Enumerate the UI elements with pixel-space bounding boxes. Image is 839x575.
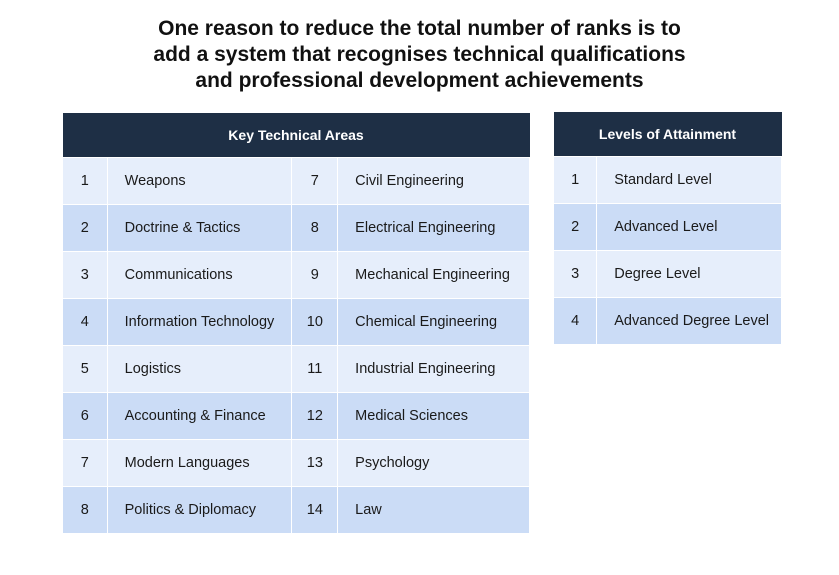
table-row: 1 Standard Level	[552, 156, 782, 204]
area-number: 3	[62, 251, 108, 299]
area-number: 10	[291, 298, 339, 346]
area-name: Weapons	[106, 157, 293, 205]
levels-of-attainment-header: Levels of Attainment	[553, 112, 782, 157]
key-technical-areas-header: Key Technical Areas	[62, 113, 530, 158]
area-name: Logistics	[106, 345, 293, 393]
table-row: 6 Accounting & Finance 12 Medical Scienc…	[62, 392, 530, 440]
area-name: Mechanical Engineering	[337, 251, 530, 299]
area-number: 11	[291, 345, 339, 393]
level-number: 1	[552, 156, 598, 204]
area-name: Modern Languages	[106, 439, 293, 487]
area-number: 8	[62, 486, 108, 534]
area-name: Politics & Diplomacy	[106, 486, 293, 534]
area-name: Electrical Engineering	[337, 204, 530, 252]
table-row: 8 Politics & Diplomacy 14 Law	[62, 486, 530, 534]
area-number: 1	[62, 157, 108, 205]
area-number: 8	[291, 204, 339, 252]
area-name: Communications	[106, 251, 293, 299]
area-number: 2	[62, 204, 108, 252]
area-number: 5	[62, 345, 108, 393]
table-row: 3 Degree Level	[552, 250, 782, 298]
level-name: Advanced Level	[596, 203, 782, 251]
levels-of-attainment-table: Levels of Attainment 1 Standard Level 2 …	[552, 112, 782, 345]
table-row: 2 Doctrine & Tactics 8 Electrical Engine…	[62, 204, 530, 252]
title-line: and professional development achievement…	[195, 69, 644, 92]
area-number: 4	[62, 298, 108, 346]
level-name: Degree Level	[596, 250, 782, 298]
area-number: 9	[291, 251, 339, 299]
key-technical-areas-table: Key Technical Areas 1 Weapons 7 Civil En…	[62, 113, 530, 534]
area-name: Industrial Engineering	[337, 345, 530, 393]
area-name: Information Technology	[106, 298, 293, 346]
level-number: 2	[552, 203, 598, 251]
area-name: Medical Sciences	[337, 392, 530, 440]
table-row: 2 Advanced Level	[552, 203, 782, 251]
title-line: add a system that recognises technical q…	[153, 43, 686, 66]
table-row: 4 Advanced Degree Level	[552, 297, 782, 345]
table-row: 5 Logistics 11 Industrial Engineering	[62, 345, 530, 393]
page-title: One reason to reduce the total number of…	[0, 16, 839, 94]
area-number: 13	[291, 439, 339, 487]
area-number: 14	[291, 486, 339, 534]
area-number: 6	[62, 392, 108, 440]
table-row: 4 Information Technology 10 Chemical Eng…	[62, 298, 530, 346]
area-name: Civil Engineering	[337, 157, 530, 205]
area-name: Chemical Engineering	[337, 298, 530, 346]
area-name: Accounting & Finance	[106, 392, 293, 440]
level-name: Advanced Degree Level	[596, 297, 782, 345]
area-name: Law	[337, 486, 530, 534]
area-number: 7	[291, 157, 339, 205]
area-name: Doctrine & Tactics	[106, 204, 293, 252]
level-name: Standard Level	[596, 156, 782, 204]
table-row: 1 Weapons 7 Civil Engineering	[62, 157, 530, 205]
table-row: 7 Modern Languages 13 Psychology	[62, 439, 530, 487]
table-row: 3 Communications 9 Mechanical Engineerin…	[62, 251, 530, 299]
level-number: 4	[552, 297, 598, 345]
area-number: 7	[62, 439, 108, 487]
level-number: 3	[552, 250, 598, 298]
area-number: 12	[291, 392, 339, 440]
area-name: Psychology	[337, 439, 530, 487]
title-line: One reason to reduce the total number of…	[158, 17, 681, 40]
